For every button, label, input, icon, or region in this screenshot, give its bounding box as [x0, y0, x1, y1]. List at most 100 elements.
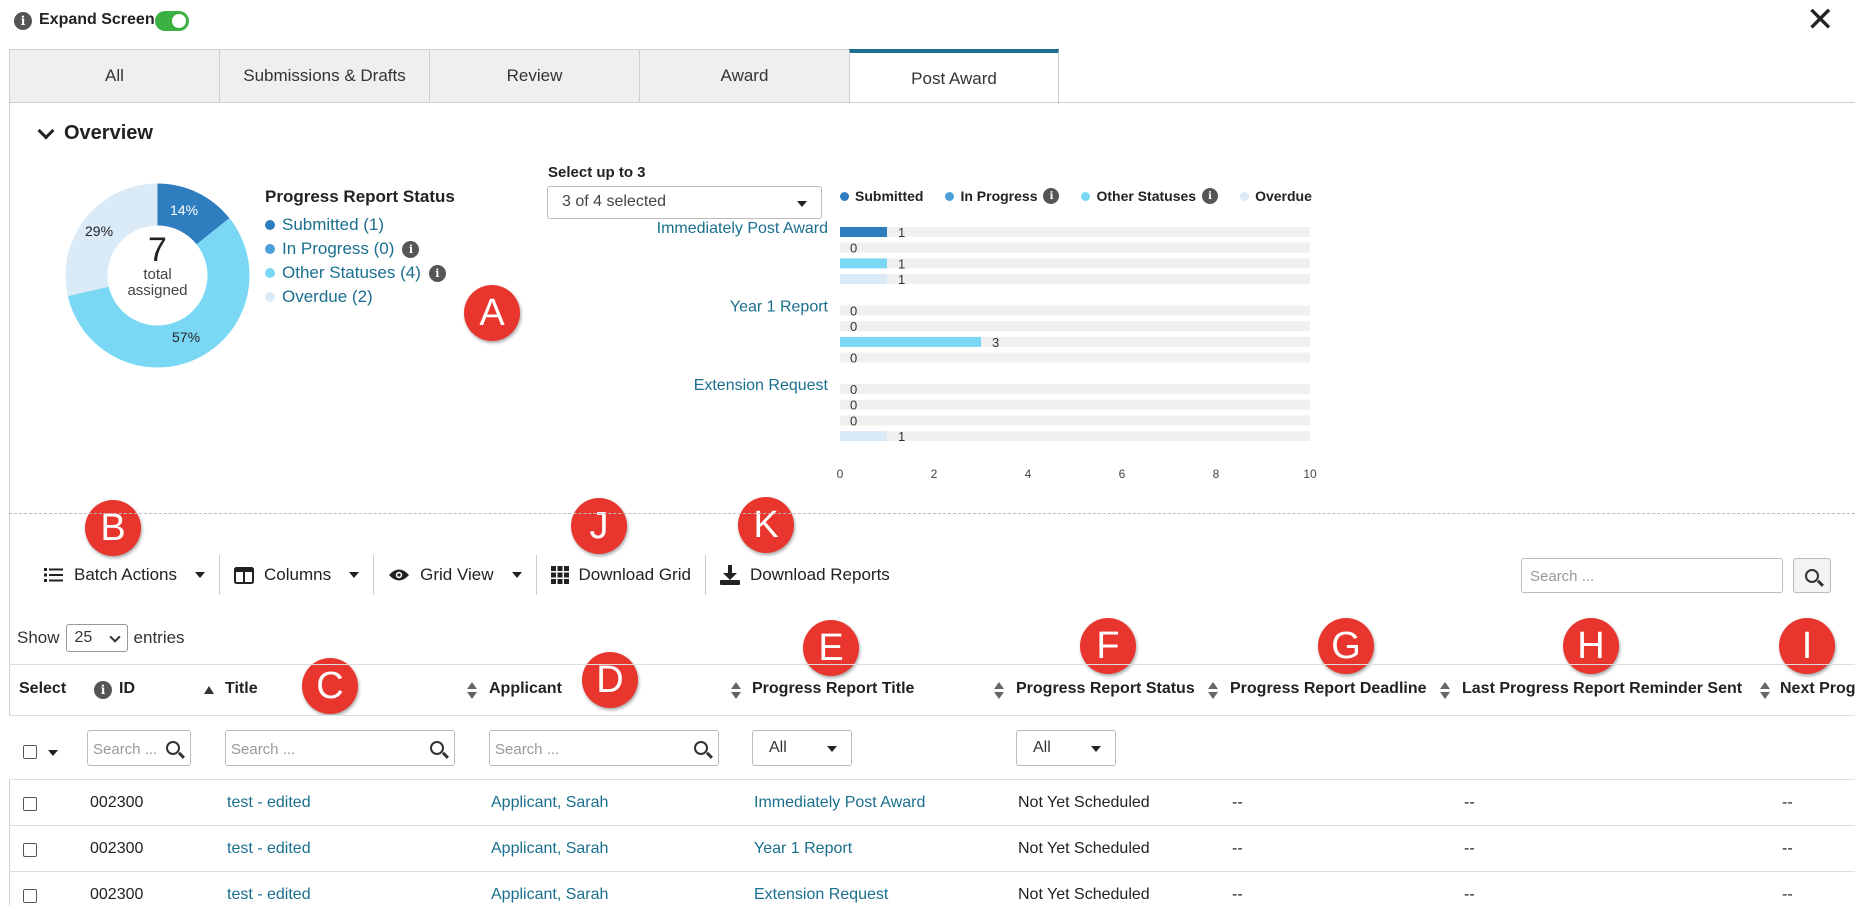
bar-value-label: 0	[850, 319, 857, 334]
select-all-checkbox[interactable]	[23, 745, 37, 759]
cell-title[interactable]: test - edited	[227, 794, 311, 811]
col-applicant[interactable]: Applicant	[489, 680, 562, 697]
bar-other-statuses[interactable]	[840, 258, 887, 269]
sort-icon[interactable]	[1208, 682, 1218, 700]
cell-pr-title[interactable]: Year 1 Report	[754, 840, 853, 857]
bar-submitted[interactable]	[840, 227, 887, 237]
bar-track	[840, 399, 1310, 410]
donut-pct-other: 57%	[172, 329, 201, 345]
report-type-select-value: 3 of 4 selected	[562, 193, 667, 210]
col-last-reminder[interactable]: Last Progress Report Reminder Sent	[1462, 680, 1743, 697]
col-next[interactable]: Next Prog	[1780, 680, 1855, 697]
sort-asc-icon[interactable]	[204, 686, 214, 694]
cell-reminder: --	[1464, 886, 1475, 903]
sort-icon[interactable]	[994, 682, 1004, 700]
info-icon[interactable]: i	[1202, 188, 1219, 204]
overview-toggle[interactable]: Overview	[37, 122, 153, 145]
bar-track	[840, 352, 1310, 363]
row-checkbox[interactable]	[23, 797, 37, 811]
caret-down-icon	[349, 572, 360, 578]
tab-post-award[interactable]: Post Award	[849, 49, 1059, 104]
cell-title[interactable]: test - edited	[227, 886, 311, 903]
cell-pr-title[interactable]: Immediately Post Award	[754, 794, 926, 811]
chevron-down-icon	[37, 122, 55, 139]
cell-applicant[interactable]: Applicant, Sarah	[491, 886, 609, 903]
donut-slice-other-statuses[interactable]	[67, 218, 250, 368]
expand-screen-label: Expand Screen	[39, 11, 155, 28]
donut-center: 7 total assigned	[105, 233, 210, 299]
bar-other-statuses[interactable]	[840, 336, 981, 347]
info-icon[interactable]: i	[1043, 188, 1060, 204]
tab-panel	[9, 102, 1855, 905]
x-tick-label: 2	[931, 467, 938, 481]
info-icon[interactable]: i	[402, 240, 420, 258]
tab-award[interactable]: Award	[639, 49, 849, 103]
entries-select[interactable]: 25	[65, 624, 128, 652]
grid-search-button[interactable]	[1793, 558, 1831, 593]
cell-id: 002300	[90, 794, 144, 811]
cell-pr-title[interactable]: Extension Request	[754, 886, 889, 903]
search-icon	[430, 741, 444, 755]
sort-icon[interactable]	[1440, 682, 1450, 700]
download-grid-button[interactable]: Download Grid	[537, 555, 705, 595]
cell-applicant[interactable]: Applicant, Sarah	[491, 840, 609, 857]
table-row: 002300 test - edited Applicant, Sarah Im…	[9, 780, 1855, 826]
donut-slice-submitted[interactable]	[157, 183, 230, 245]
col-progress-report-status[interactable]: Progress Report Status	[1016, 680, 1195, 697]
bar-category-label: Year 1 Report	[730, 299, 829, 316]
bar-legend-other-statuses[interactable]: Other Statuses	[1096, 188, 1197, 204]
tab-review[interactable]: Review	[429, 49, 639, 103]
legend-dot	[840, 191, 849, 201]
grid-search-input[interactable]: Search ...	[1521, 558, 1783, 593]
sort-icon[interactable]	[731, 682, 741, 700]
info-icon[interactable]: i	[428, 264, 446, 282]
bar-overdue[interactable]	[840, 274, 887, 285]
donut-slice-overdue[interactable]	[65, 183, 158, 296]
applicant-filter-input[interactable]: Search ...	[489, 730, 719, 766]
cell-deadline: --	[1232, 886, 1243, 903]
close-icon[interactable]: ✕	[1806, 1, 1835, 39]
tab-all[interactable]: All	[9, 49, 219, 103]
progress-report-status-filter[interactable]: All	[1016, 730, 1116, 766]
legend-item-overdue[interactable]: Overdue (2)	[265, 285, 455, 309]
col-progress-report-title[interactable]: Progress Report Title	[752, 680, 915, 697]
cell-title[interactable]: test - edited	[227, 840, 311, 857]
cell-applicant[interactable]: Applicant, Sarah	[491, 794, 609, 811]
sort-icon[interactable]	[1760, 682, 1770, 700]
col-id[interactable]: ID	[119, 680, 135, 697]
col-title[interactable]: Title	[225, 680, 258, 697]
col-progress-report-deadline[interactable]: Progress Report Deadline	[1230, 680, 1427, 697]
bar-overdue[interactable]	[840, 431, 887, 442]
row-checkbox[interactable]	[23, 889, 37, 903]
columns-button[interactable]: Columns	[220, 555, 373, 595]
search-icon	[694, 741, 708, 755]
info-icon[interactable]: i	[94, 681, 112, 699]
legend-item-submitted[interactable]: Submitted (1)	[265, 213, 455, 237]
bar-legend-in-progress[interactable]: In Progress	[960, 188, 1038, 204]
status-legend: Progress Report Status Submitted (1) In …	[265, 187, 455, 309]
tab-submissions-drafts[interactable]: Submissions & Drafts	[219, 49, 429, 103]
legend-item-in-progress[interactable]: In Progress (0) i	[265, 237, 455, 261]
legend-item-other-statuses[interactable]: Other Statuses (4) i	[265, 261, 455, 285]
cell-reminder: --	[1464, 840, 1475, 857]
id-filter-input[interactable]: Search ...	[87, 730, 191, 766]
bar-value-label: 1	[898, 225, 905, 240]
bar-legend-submitted[interactable]: Submitted	[855, 188, 924, 204]
download-reports-button[interactable]: Download Reports	[706, 555, 904, 595]
report-type-select[interactable]: 3 of 4 selected	[547, 186, 822, 219]
legend-label: In Progress (0)	[282, 239, 395, 258]
progress-report-title-filter[interactable]: All	[752, 730, 852, 766]
row-checkbox[interactable]	[23, 843, 37, 857]
title-filter-input[interactable]: Search ...	[225, 730, 455, 766]
grid-view-button[interactable]: Grid View	[374, 555, 535, 595]
batch-actions-button[interactable]: Batch Actions	[30, 555, 219, 595]
legend-dot	[265, 292, 275, 302]
expand-screen-toggle[interactable]	[155, 11, 189, 31]
sort-icon[interactable]	[467, 682, 477, 700]
callout-b: B	[85, 500, 141, 556]
bar-legend-overdue[interactable]: Overdue	[1255, 188, 1312, 204]
info-icon[interactable]: i	[14, 12, 32, 30]
caret-down-icon[interactable]	[48, 750, 58, 756]
table-row: 002300 test - edited Applicant, Sarah Ex…	[9, 872, 1855, 905]
